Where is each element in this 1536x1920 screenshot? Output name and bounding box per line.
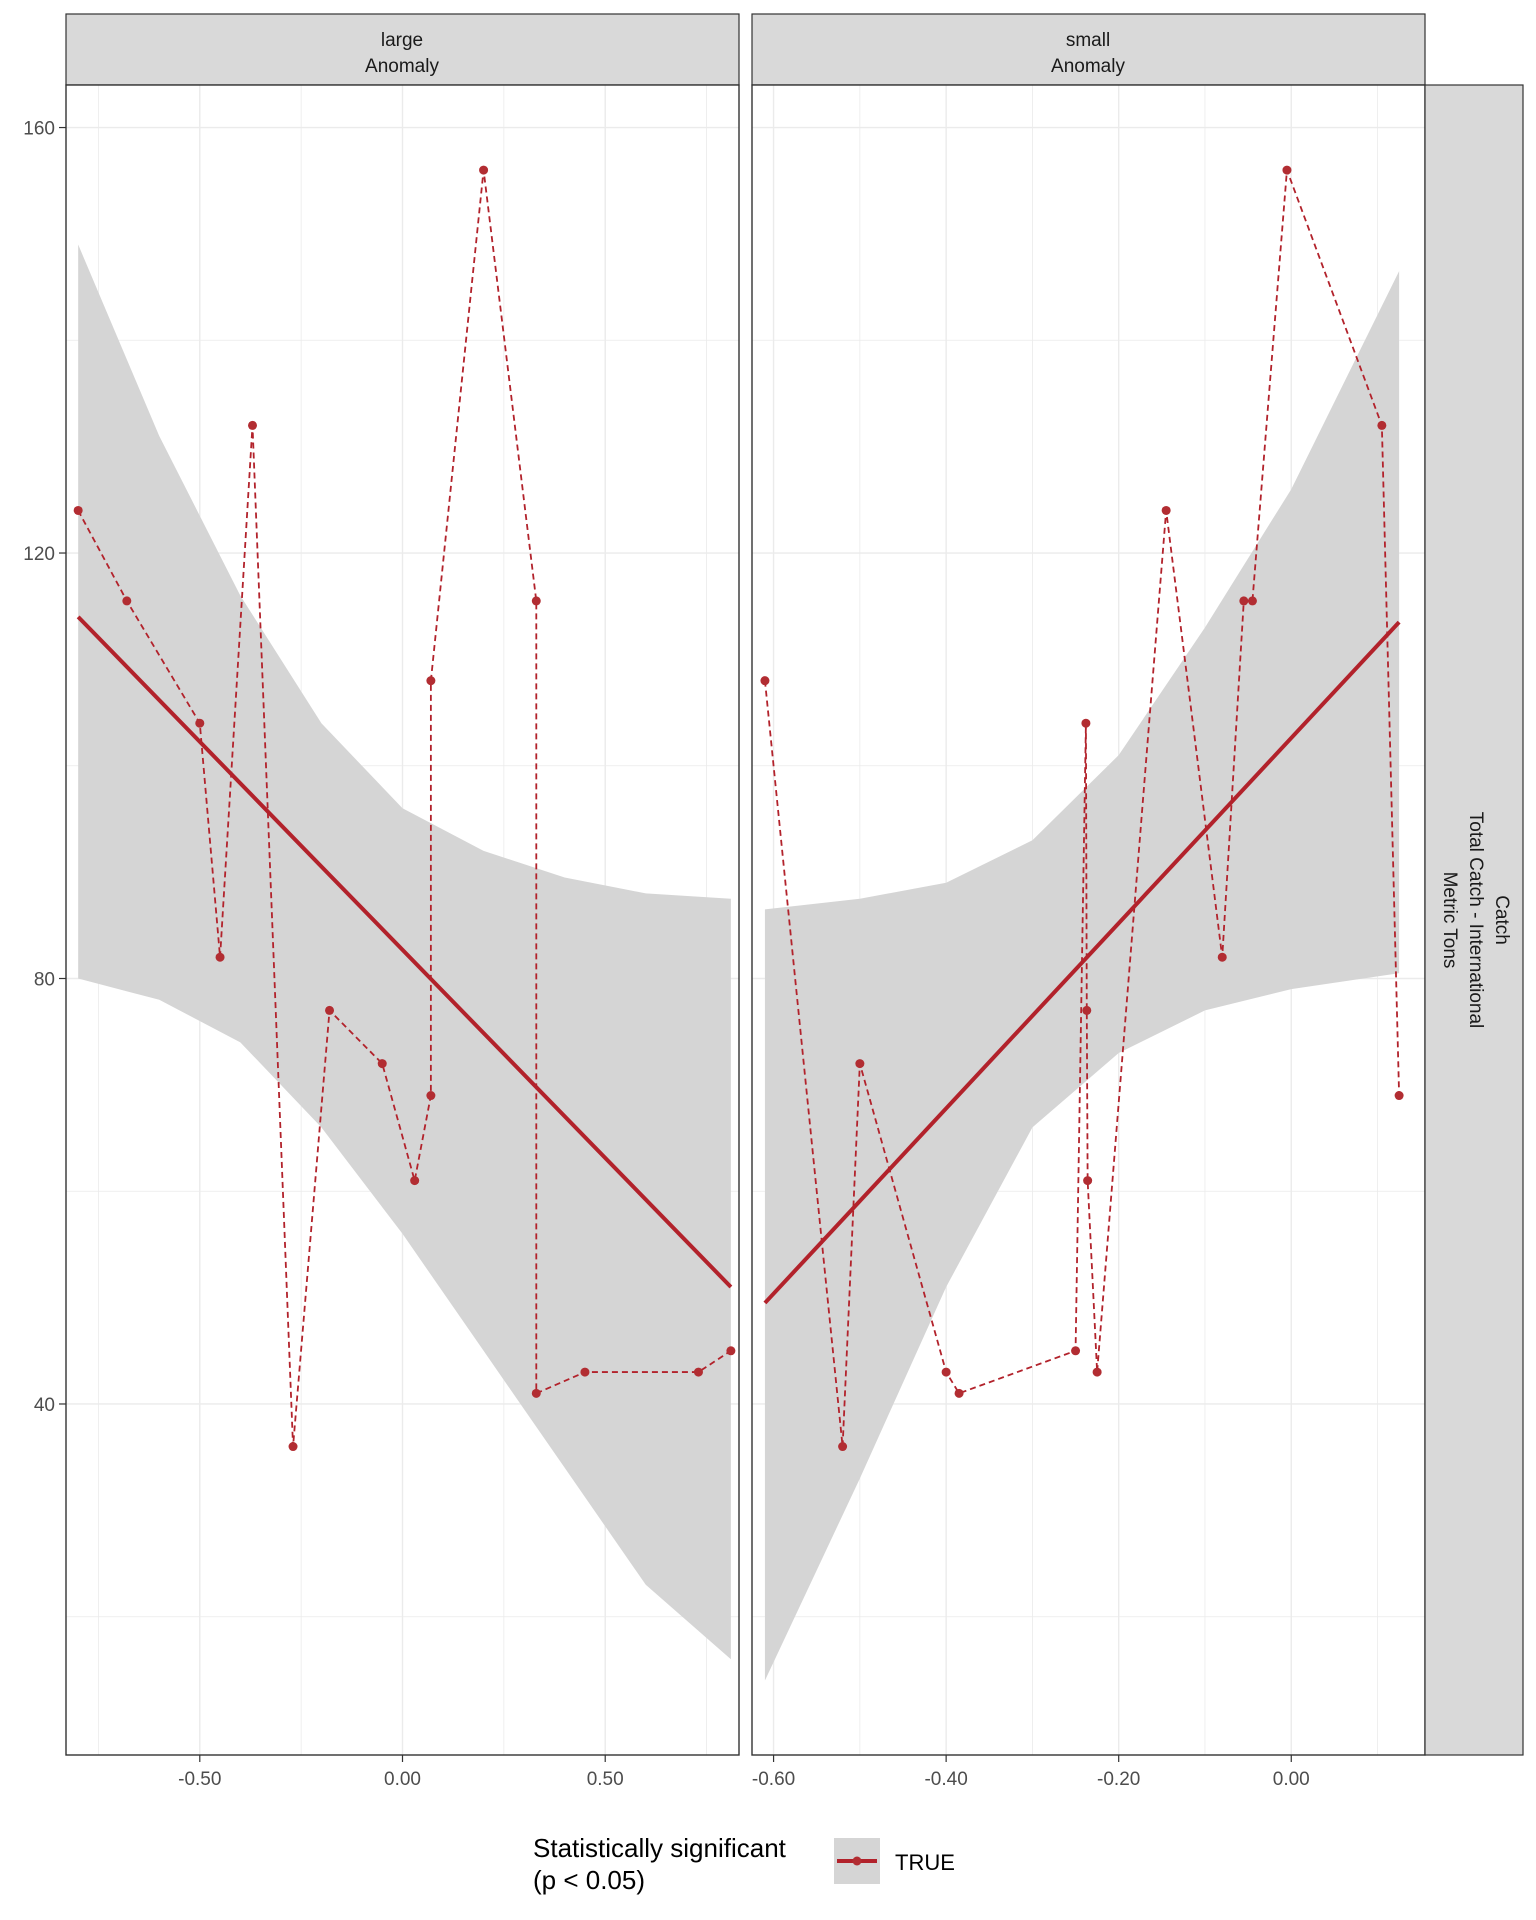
strip-right-box (1424, 84, 1524, 1756)
legend-entry-true: TRUE (895, 1850, 955, 1875)
data-point (426, 676, 436, 686)
data-point (1081, 718, 1091, 728)
data-point (215, 952, 225, 962)
strip-right-line2: Total Catch - International (1465, 812, 1486, 1029)
data-point (1083, 1176, 1093, 1186)
y-tick-label: 120 (23, 544, 55, 565)
panel-small: small Anomaly -0.60 -0.40 -0.20 0.00 (751, 13, 1426, 1790)
legend: Statistically significant (p < 0.05) TRU… (533, 1833, 955, 1895)
data-point (377, 1059, 387, 1069)
data-point (247, 420, 257, 430)
strip-right: Catch Total Catch - International Metric… (1424, 84, 1524, 1756)
fit-line-large (76, 615, 733, 1289)
y-axis: 40 80 120 160 (23, 119, 66, 1416)
ci-band (764, 271, 1400, 1681)
data-point (531, 596, 541, 606)
connect-path-large (77, 169, 732, 1447)
x-axis-small: -0.60 -0.40 -0.20 0.00 (752, 1755, 1310, 1790)
data-point (580, 1367, 590, 1377)
fit-line-small (763, 620, 1401, 1305)
legend-title-line1: Statistically significant (533, 1833, 787, 1863)
data-point (954, 1388, 964, 1398)
data-point (1082, 1005, 1092, 1015)
x-tick-label: 0.00 (384, 1769, 421, 1790)
data-point (410, 1176, 420, 1186)
data-point (73, 505, 83, 515)
strip-large-line1: large (381, 30, 423, 51)
data-point (1377, 420, 1387, 430)
data-point (760, 676, 770, 686)
strip-right-line3: Metric Tons (1439, 872, 1460, 969)
data-point (693, 1367, 703, 1377)
data-point (426, 1091, 436, 1101)
data-point (1394, 1091, 1404, 1101)
strip-small-line1: small (1066, 30, 1110, 51)
data-point (1161, 505, 1171, 515)
y-tick-label: 80 (34, 970, 55, 991)
data-point (479, 165, 489, 175)
data-point (941, 1367, 951, 1377)
y-tick-label: 40 (34, 1395, 55, 1416)
data-point (1247, 596, 1257, 606)
regression-line (763, 620, 1401, 1305)
x-tick-label: -0.60 (752, 1769, 795, 1790)
legend-title-line2: (p < 0.05) (533, 1865, 645, 1895)
x-tick-label: -0.50 (178, 1769, 221, 1790)
data-point (838, 1442, 848, 1452)
y-tick-label: 160 (23, 119, 55, 140)
data-point (1092, 1367, 1102, 1377)
points-large (73, 165, 736, 1452)
x-tick-label: -0.20 (1097, 1769, 1140, 1790)
strip-small (751, 13, 1426, 86)
strip-large-line2: Anomaly (365, 56, 439, 77)
data-point (726, 1346, 736, 1356)
x-tick-label: 0.50 (587, 1769, 624, 1790)
connecting-line (77, 169, 732, 1447)
points-small (760, 165, 1404, 1452)
connecting-line (764, 169, 1401, 1447)
data-point (122, 596, 132, 606)
panel-large: large Anomaly -0.50 0.00 0.50 40 80 120 160 (23, 13, 740, 1790)
data-point (855, 1059, 865, 1069)
strip-right-line1: Catch (1491, 895, 1512, 945)
strip-large (65, 13, 740, 86)
x-tick-label: -0.40 (924, 1769, 967, 1790)
x-tick-label: 0.00 (1273, 1769, 1310, 1790)
legend-key-point (852, 1856, 862, 1866)
data-point (288, 1442, 298, 1452)
strip-small-line2: Anomaly (1051, 56, 1125, 77)
data-point (1239, 596, 1249, 606)
data-point (1071, 1346, 1081, 1356)
ci-band-small (764, 271, 1400, 1681)
regression-line (76, 615, 733, 1289)
data-point (531, 1388, 541, 1398)
data-point (325, 1005, 335, 1015)
data-point (1282, 165, 1292, 175)
data-point (1217, 952, 1227, 962)
connect-path-small (764, 169, 1401, 1447)
x-axis-large: -0.50 0.00 0.50 (178, 1755, 624, 1790)
data-point (195, 718, 205, 728)
